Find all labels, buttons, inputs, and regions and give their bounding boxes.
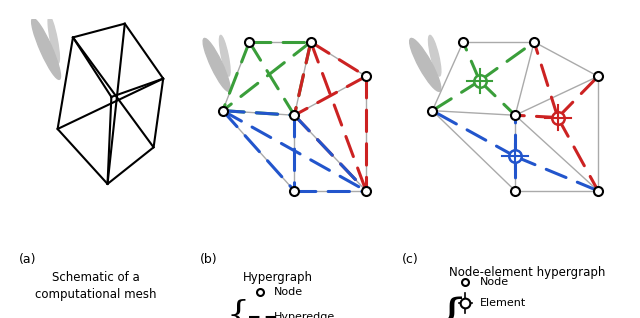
Ellipse shape <box>410 38 441 91</box>
Ellipse shape <box>429 35 441 76</box>
Text: (b): (b) <box>200 252 218 266</box>
Text: Schematic of a
computational mesh: Schematic of a computational mesh <box>35 271 157 301</box>
Ellipse shape <box>31 18 61 79</box>
Text: (c): (c) <box>401 252 419 266</box>
Ellipse shape <box>203 38 230 91</box>
Text: Hyperedge: Hyperedge <box>274 312 335 318</box>
Text: (a): (a) <box>19 252 36 266</box>
Text: Node: Node <box>480 277 509 287</box>
Text: {: { <box>227 298 250 318</box>
Ellipse shape <box>48 16 60 63</box>
Text: {: { <box>435 296 468 318</box>
Ellipse shape <box>220 35 230 76</box>
Text: Node: Node <box>274 287 303 297</box>
Text: Hypergraph: Hypergraph <box>243 271 313 284</box>
Text: Element: Element <box>480 298 526 308</box>
Text: Node-element hypergraph: Node-element hypergraph <box>449 266 605 279</box>
